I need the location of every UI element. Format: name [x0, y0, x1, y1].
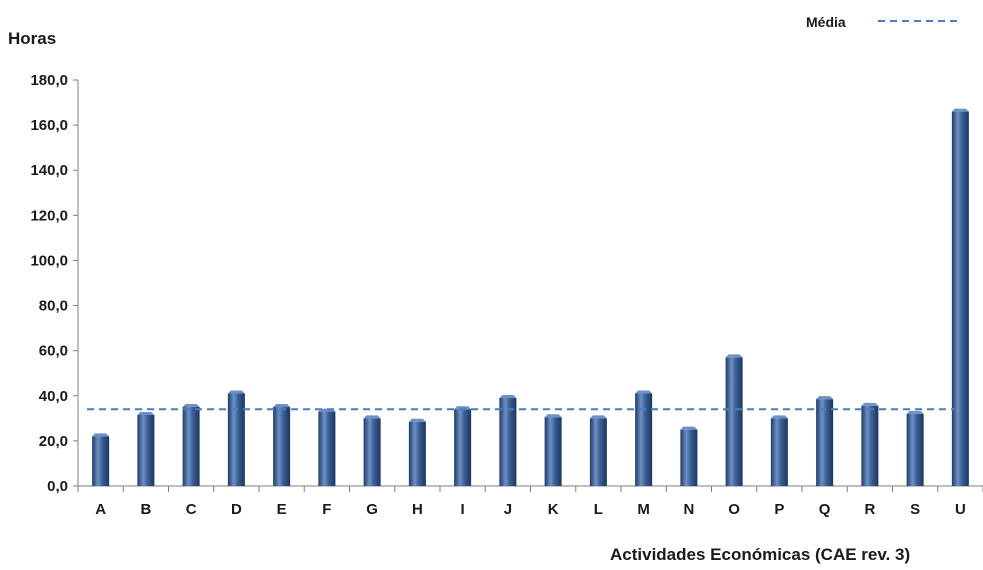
bar-L [590, 415, 607, 486]
x-axis-title: Actividades Económicas (CAE rev. 3) [610, 545, 910, 564]
x-tick-label: R [864, 501, 875, 518]
bar-bevel-top [907, 411, 924, 414]
y-tick-label: 120,0 [30, 207, 68, 224]
bar-bevel-top [771, 415, 788, 418]
y-axis-title: Horas [8, 29, 56, 48]
bar-G [364, 415, 381, 486]
x-tick-label: K [548, 501, 559, 518]
x-tick-label: P [774, 501, 784, 518]
bar-body [92, 436, 109, 486]
bar-A [92, 433, 109, 486]
bar-P [771, 415, 788, 486]
bar-body [907, 414, 924, 486]
bar-body [318, 412, 335, 486]
bar-body [861, 406, 878, 486]
bar-body [590, 418, 607, 486]
bar-R [861, 403, 878, 486]
x-tick-label: H [412, 501, 423, 518]
x-tick-label: S [910, 501, 920, 518]
bar-body [680, 430, 697, 486]
x-tick-label: A [95, 501, 106, 518]
bar-bevel-top [273, 404, 290, 407]
bar-body [364, 418, 381, 486]
bar-body [409, 422, 426, 486]
bar-body [635, 394, 652, 486]
x-tick-label: N [683, 501, 694, 518]
bar-bevel-top [228, 391, 245, 394]
x-tick-label: Q [819, 501, 831, 518]
x-tick-label: J [504, 501, 512, 518]
bar-bevel-top [183, 404, 200, 407]
bar-body [228, 394, 245, 486]
x-tick-label: I [461, 501, 465, 518]
bar-body [499, 398, 516, 486]
bar-body [771, 418, 788, 486]
bar-S [907, 411, 924, 486]
bar-bevel-top [364, 415, 381, 418]
x-tick-label: M [637, 501, 650, 518]
bar-bevel-top [952, 109, 969, 112]
bar-bevel-top [726, 354, 743, 357]
x-tick-label: L [594, 501, 603, 518]
y-tick-label: 40,0 [39, 388, 68, 405]
y-tick-label: 100,0 [30, 252, 68, 269]
y-tick-label: 0,0 [47, 478, 68, 495]
x-tick-label: O [728, 501, 740, 518]
bar-K [545, 414, 562, 486]
legend: Média [806, 14, 960, 30]
bar-bevel-top [680, 427, 697, 430]
bar-N [680, 427, 697, 486]
bar-O [726, 354, 743, 486]
bar-bevel-top [137, 412, 154, 415]
y-tick-label: 140,0 [30, 162, 68, 179]
bar-I [454, 406, 471, 486]
x-tick-label: D [231, 501, 242, 518]
bar-body [952, 112, 969, 486]
bar-bevel-top [499, 395, 516, 398]
bar-body [816, 399, 833, 486]
bar-body [273, 407, 290, 486]
bar-bevel-top [545, 414, 562, 417]
y-tick-label: 180,0 [30, 72, 68, 89]
y-tick-label: 20,0 [39, 433, 68, 450]
bar-bevel-top [92, 433, 109, 436]
x-tick-label: G [366, 501, 378, 518]
bar-B [137, 412, 154, 486]
bar-U [952, 109, 969, 486]
bar-body [454, 409, 471, 486]
bar-body [545, 417, 562, 486]
bar-body [183, 407, 200, 486]
y-tick-label: 160,0 [30, 117, 68, 134]
x-tick-label: E [277, 501, 287, 518]
bar-E [273, 404, 290, 486]
bar-bevel-top [816, 396, 833, 399]
bar-bevel-top [590, 415, 607, 418]
legend-label-media: Média [806, 14, 846, 30]
x-tick-label: F [322, 501, 331, 518]
bar-M [635, 391, 652, 486]
x-tick-label: B [140, 501, 151, 518]
bar-body [137, 415, 154, 486]
x-tick-label: U [955, 501, 966, 518]
y-tick-label: 80,0 [39, 298, 68, 315]
bar-bevel-top [409, 419, 426, 422]
bar-F [318, 409, 335, 486]
bar-bevel-top [635, 391, 652, 394]
bar-bevel-top [861, 403, 878, 406]
bar-H [409, 419, 426, 486]
bar-D [228, 391, 245, 486]
bar-body [726, 357, 743, 486]
bar-C [183, 404, 200, 486]
x-tick-label: C [186, 501, 197, 518]
y-tick-label: 60,0 [39, 343, 68, 360]
